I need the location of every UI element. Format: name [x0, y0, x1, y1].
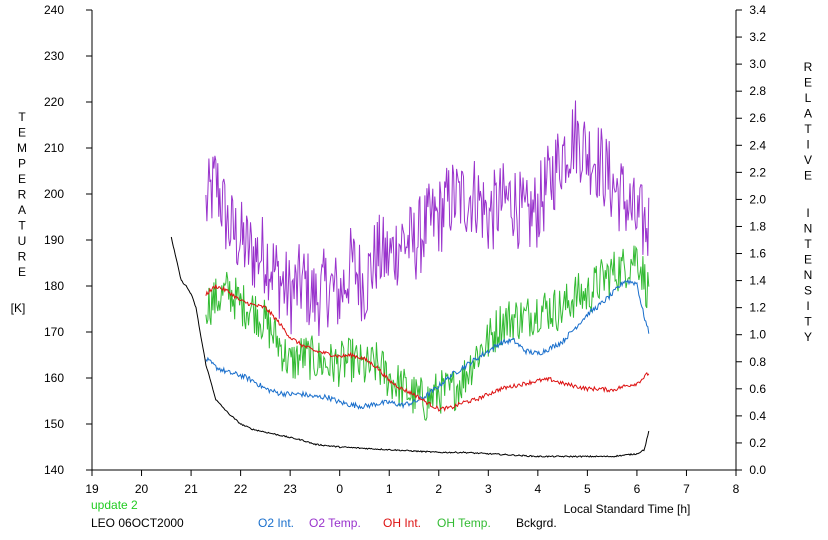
legend-entry: O2 Int. [258, 516, 294, 530]
legend-entry: O2 Temp. [309, 516, 361, 530]
right-axis-label-letter: A [804, 107, 812, 121]
right-axis-label-letter: T [804, 315, 812, 329]
left-axis-label-letter: P [18, 157, 26, 171]
left-tick-label: 160 [44, 371, 64, 385]
right-tick-label: 0.6 [749, 382, 766, 396]
right-tick-label: 3.0 [749, 57, 766, 71]
x-tick-label: 21 [184, 482, 198, 496]
right-tick-label: 0.0 [749, 463, 766, 477]
right-axis-label-letter: I [806, 299, 809, 313]
left-axis-label-letter: U [18, 234, 27, 248]
series-line-1 [205, 245, 650, 421]
series-line-4 [170, 236, 650, 458]
legend-entry: Bckgrd. [516, 516, 557, 530]
right-axis-label-letter: L [805, 91, 812, 105]
x-tick-label: 23 [283, 482, 297, 496]
left-tick-label: 240 [44, 3, 64, 17]
left-tick-label: 140 [44, 463, 64, 477]
x-tick-label: 0 [336, 482, 343, 496]
left-axis-label-letter: R [18, 188, 27, 202]
x-tick-label: 6 [634, 482, 641, 496]
left-axis-label-letter: M [17, 141, 27, 155]
x-tick-label: 8 [733, 482, 740, 496]
right-tick-label: 3.4 [749, 3, 766, 17]
x-tick-label: 19 [85, 482, 99, 496]
left-tick-label: 170 [44, 325, 64, 339]
left-axis-unit: [K] [11, 301, 26, 315]
labels-layer: 1401501601701801902002102202302400.00.20… [11, 3, 813, 530]
right-axis-label-letter: E [804, 253, 812, 267]
right-axis-label-letter: N [804, 268, 813, 282]
x-tick-label: 1 [386, 482, 393, 496]
right-tick-label: 2.8 [749, 84, 766, 98]
right-axis-label-letter: E [804, 169, 812, 183]
left-axis-label-letter: E [18, 265, 26, 279]
x-tick-label: 20 [135, 482, 149, 496]
right-tick-label: 2.2 [749, 165, 766, 179]
right-axis-label-letter: I [806, 138, 809, 152]
update-label: update 2 [91, 498, 138, 512]
right-axis-label-letter: I [806, 206, 809, 220]
right-tick-label: 1.8 [749, 219, 766, 233]
legend-entry: OH Int. [383, 516, 421, 530]
x-axis-label: Local Standard Time [h] [564, 502, 691, 516]
x-tick-label: 5 [584, 482, 591, 496]
right-tick-label: 0.8 [749, 355, 766, 369]
left-axis-label-letter: T [18, 219, 26, 233]
station-date-label: LEO 06OCT2000 [91, 516, 184, 530]
left-tick-label: 190 [44, 233, 64, 247]
right-axis-label-letter: T [804, 122, 812, 136]
series-line-0 [205, 100, 650, 337]
left-axis-label-letter: A [18, 203, 26, 217]
legend-entry: OH Temp. [437, 516, 491, 530]
right-tick-label: 1.4 [749, 274, 766, 288]
left-axis-label-letter: E [18, 172, 26, 186]
left-tick-label: 180 [44, 279, 64, 293]
right-tick-label: 1.6 [749, 247, 766, 261]
right-axis-label-letter: R [804, 60, 813, 74]
right-axis-label-letter: T [804, 237, 812, 251]
right-tick-label: 2.0 [749, 192, 766, 206]
x-tick-label: 3 [485, 482, 492, 496]
x-tick-label: 22 [234, 482, 248, 496]
right-tick-label: 0.4 [749, 409, 766, 423]
right-tick-label: 1.0 [749, 328, 766, 342]
right-tick-label: 1.2 [749, 301, 766, 315]
right-axis-label-letter: E [804, 76, 812, 90]
series-line-3 [205, 284, 650, 413]
right-tick-label: 0.2 [749, 436, 766, 450]
left-tick-label: 210 [44, 141, 64, 155]
left-tick-label: 220 [44, 95, 64, 109]
left-tick-label: 150 [44, 417, 64, 431]
left-tick-label: 200 [44, 187, 64, 201]
series-layer [170, 100, 650, 458]
right-tick-label: 2.6 [749, 111, 766, 125]
x-tick-label: 7 [683, 482, 690, 496]
left-axis-label-letter: R [18, 250, 27, 264]
left-tick-label: 230 [44, 49, 64, 63]
right-axis-label-letter: V [804, 153, 812, 167]
right-tick-label: 3.2 [749, 30, 766, 44]
left-axis-label-letter: E [18, 126, 26, 140]
series-line-2 [205, 279, 650, 410]
right-axis-label-letter: Y [804, 330, 812, 344]
right-tick-label: 2.4 [749, 138, 766, 152]
x-tick-label: 2 [435, 482, 442, 496]
right-axis-label-letter: S [804, 284, 812, 298]
right-axis-label-letter: N [804, 222, 813, 236]
x-tick-label: 4 [535, 482, 542, 496]
axes-layer [86, 9, 742, 476]
left-axis-label-letter: T [18, 110, 26, 124]
